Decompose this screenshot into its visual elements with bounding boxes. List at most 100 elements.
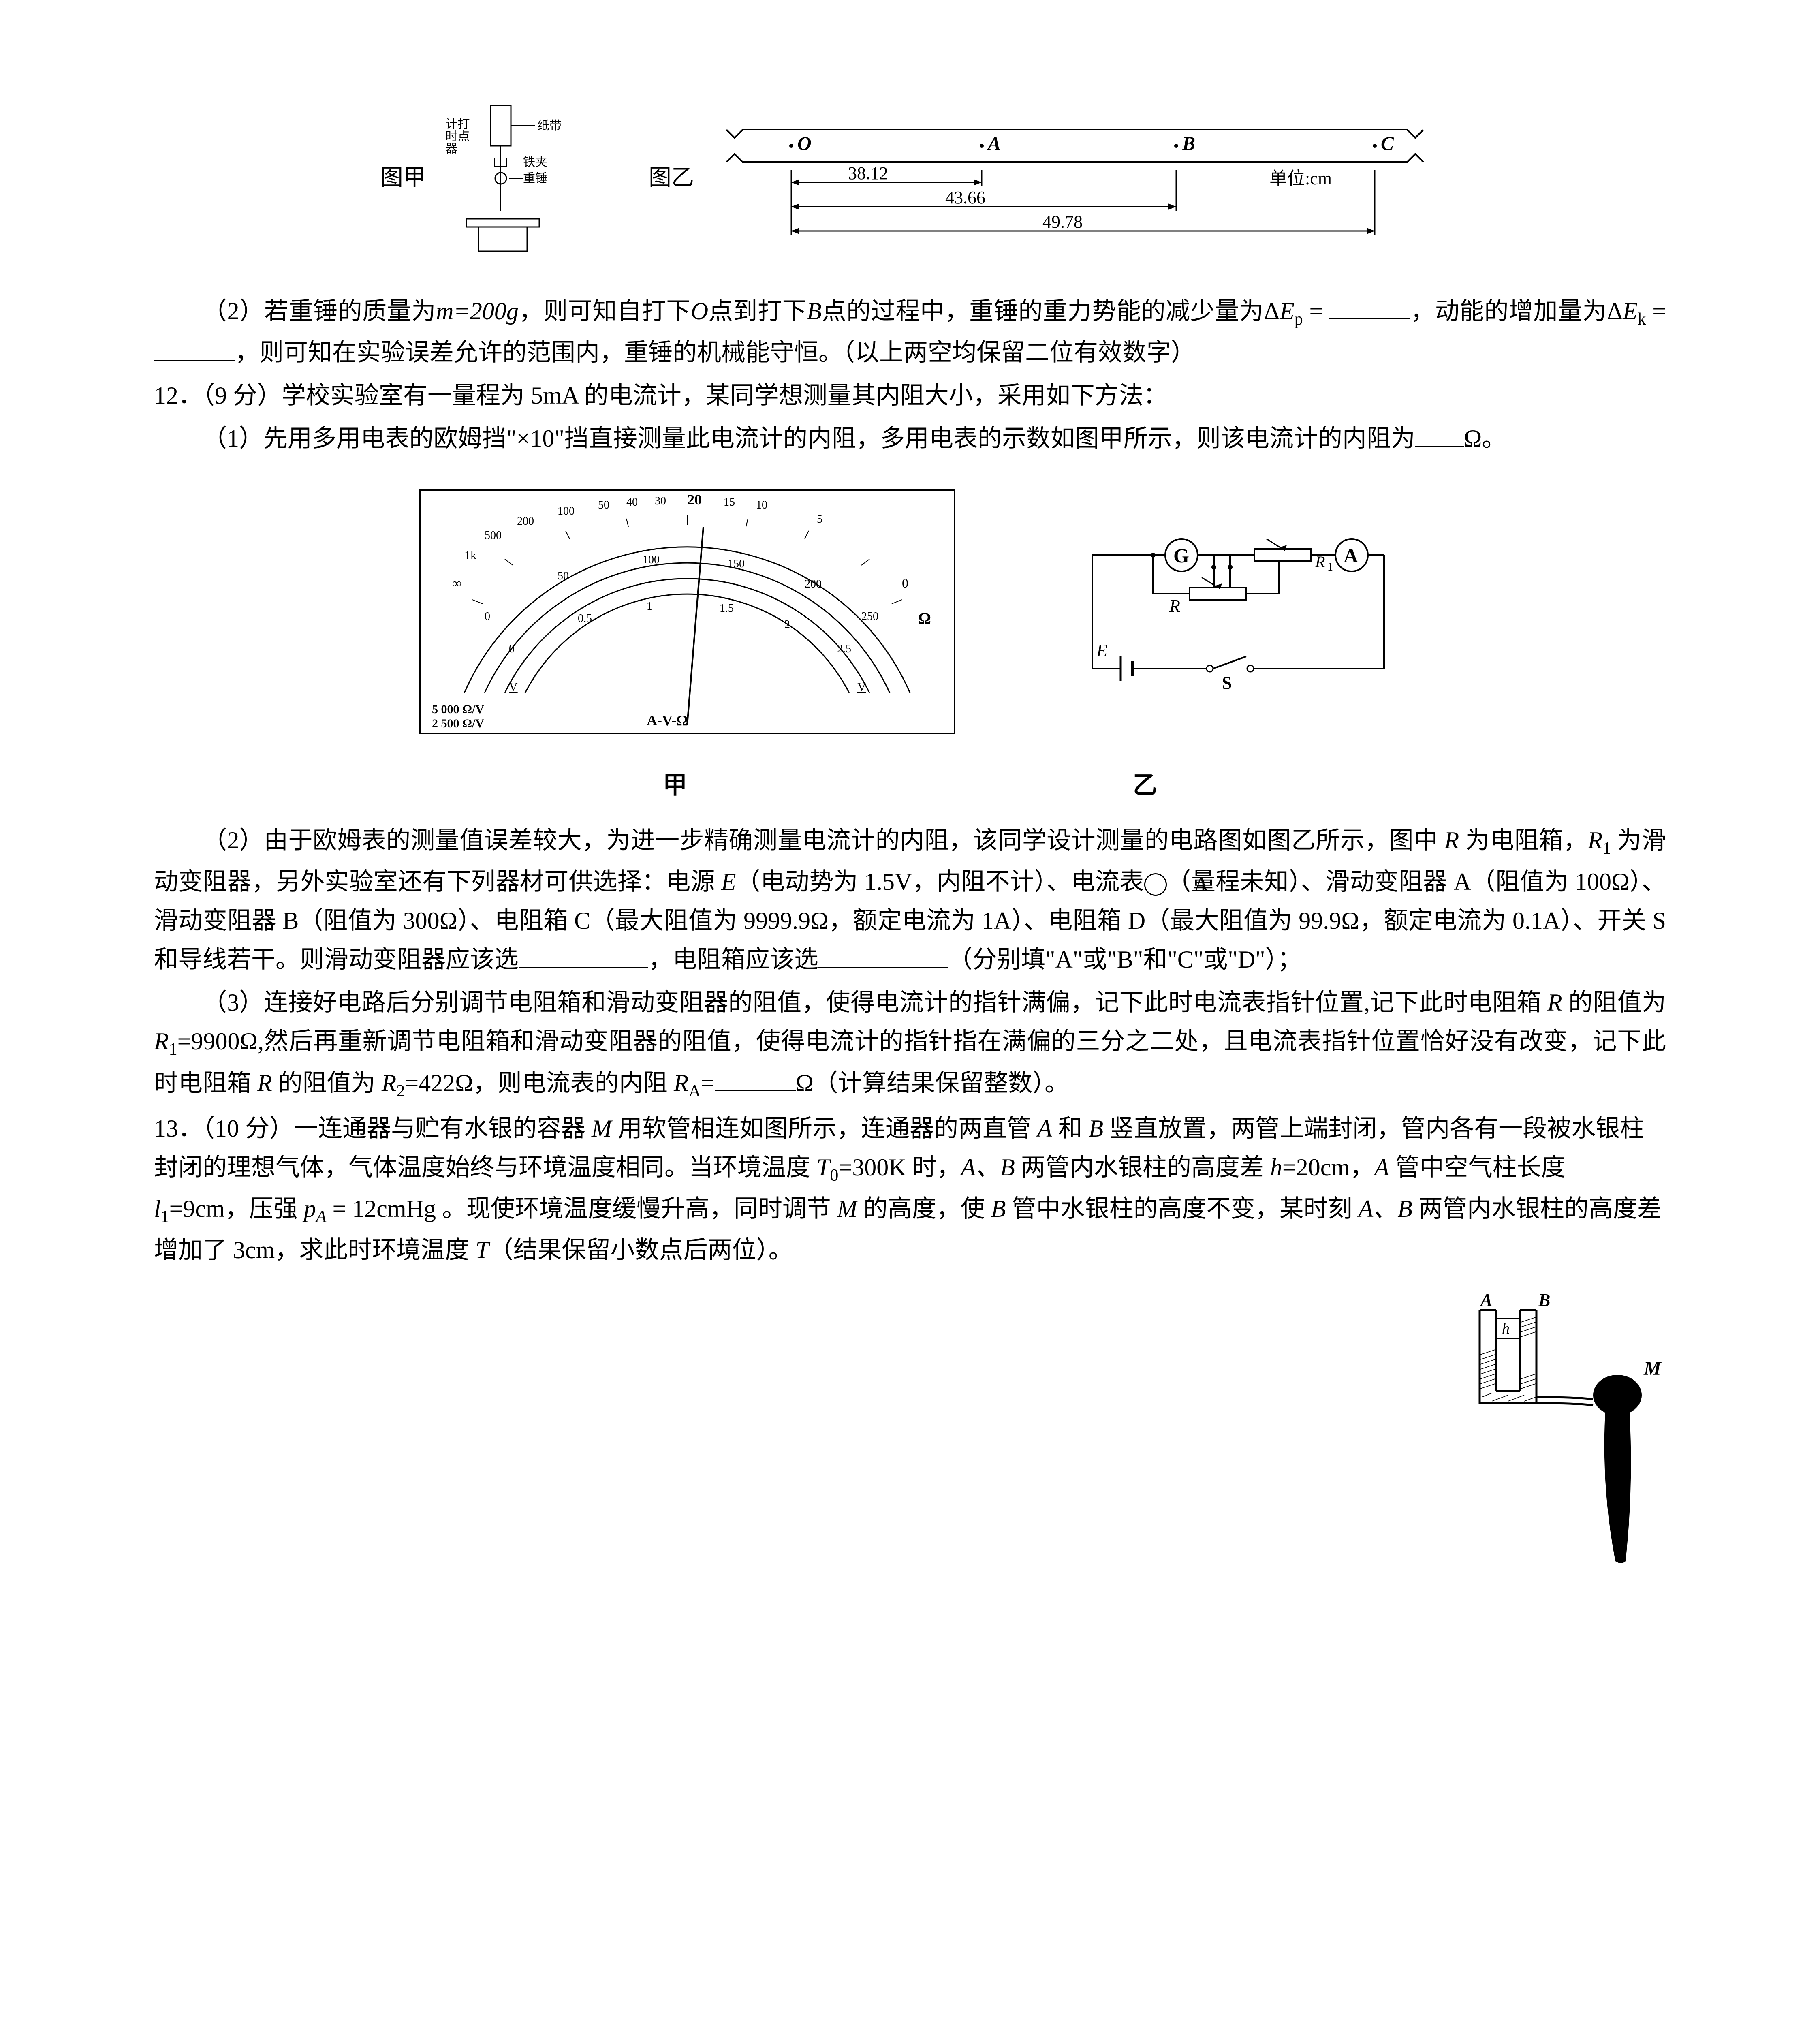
q11-2-eq: =: [1303, 298, 1329, 325]
figure-jia-container: 图甲 打点 计时器 纸带 铁夹 重锤: [380, 97, 588, 259]
svg-text:O: O: [797, 133, 812, 154]
q11-2-t4: 点的过程中，重锤的重力势能的减少量为Δ: [822, 298, 1280, 325]
q13-pa: p: [304, 1195, 316, 1222]
q11-2-t3: 点到打下: [708, 298, 807, 325]
meter-circuit-row: ∞ 1k 500 200 100 50 40 30 20 15 10 5 0 0…: [154, 474, 1666, 750]
figure-jia-label: 图甲: [380, 160, 426, 197]
q12-p2-r1: R: [1588, 827, 1603, 854]
q13-t1: 两管内水银柱的高度差: [1015, 1154, 1270, 1181]
svg-text:V: V: [857, 680, 866, 694]
q13-b2: B: [991, 1195, 1006, 1222]
q12-p3-r2: R: [382, 1070, 397, 1096]
q13-h3: 和: [1052, 1115, 1089, 1142]
q13-a2: A: [1374, 1154, 1389, 1181]
svg-text:1k: 1k: [464, 549, 476, 562]
svg-text:200: 200: [517, 515, 534, 528]
svg-text:A: A: [987, 133, 1001, 154]
q13-h1: 13．（10 分）一连通器与贮有水银的容器: [154, 1115, 592, 1142]
svg-text:计时器: 计时器: [444, 118, 458, 154]
svg-text:49.78: 49.78: [1042, 212, 1083, 232]
q12-p3-t2: 的阻值为: [1562, 989, 1666, 1016]
q12-p2-t7: （分别填"A"或"B"和"C"或"D"）；: [948, 946, 1302, 973]
q13-a: A: [1037, 1115, 1052, 1142]
blank-ek[interactable]: [154, 336, 235, 361]
q12-p3-t7: Ω（计算结果保留整数）。: [796, 1070, 1069, 1096]
blank-resistbox[interactable]: [818, 943, 948, 968]
svg-text:Ω: Ω: [918, 609, 931, 628]
svg-text:30: 30: [655, 495, 666, 507]
svg-text:100: 100: [558, 505, 575, 517]
svg-text:50: 50: [598, 499, 609, 511]
q12-p2-e: E: [721, 868, 736, 895]
svg-text:10: 10: [756, 499, 767, 511]
svg-text:∞: ∞: [452, 576, 461, 590]
q12-part3: （3）连接好电路后分别调节电阻箱和滑动变阻器的阻值，使得电流计的指针满偏，记下此…: [154, 983, 1666, 1105]
q13-hv: =20cm，: [1282, 1154, 1374, 1181]
q12-p3-ra: R: [674, 1070, 689, 1096]
svg-text:0: 0: [902, 576, 908, 590]
q11-2-mass: m=200g: [436, 298, 519, 325]
q13-t0v: =300K 时，: [838, 1154, 961, 1181]
svg-text:250: 250: [861, 610, 878, 623]
svg-text:50: 50: [558, 570, 569, 582]
svg-text:43.66: 43.66: [945, 188, 985, 207]
q13-t2: 管中空气柱长度: [1389, 1154, 1566, 1181]
circuit-icon: G R 1 A R E S: [1052, 515, 1416, 709]
q12-p3-r: R: [1547, 989, 1562, 1016]
q12-p3-t5: =422Ω，则电流表的内阻: [405, 1070, 673, 1096]
svg-text:单位:cm: 单位:cm: [1269, 169, 1332, 188]
q13-ab2: A、B: [1359, 1195, 1412, 1222]
q12-p2-t4: （电动势为 1.5V，内阻不计）、电流表: [736, 868, 1144, 895]
blank-ep[interactable]: [1329, 295, 1410, 319]
q11-2-t2: ，则可知自打下: [519, 298, 691, 325]
blank-ra[interactable]: [715, 1067, 796, 1091]
q11-2-b: B: [807, 298, 822, 325]
q12-header: 12．（9 分）学校实验室有一量程为 5mA 的电流计，某同学想测量其内阻大小，…: [154, 376, 1666, 415]
apparatus-icon: 打点 计时器 纸带 铁夹 重锤: [442, 97, 588, 259]
svg-text:C: C: [1381, 133, 1394, 154]
svg-text:B: B: [1538, 1290, 1550, 1310]
meter-label-jia: 甲: [663, 766, 687, 805]
q12-p3-t6: =: [701, 1070, 715, 1096]
q12-p3-t1: （3）连接好电路后分别调节电阻箱和滑动变阻器的阻值，使得电流计的指针满偏，记下此…: [203, 989, 1547, 1016]
circle-a-icon: A: [1144, 873, 1167, 896]
svg-text:纸带: 纸带: [537, 119, 562, 133]
q11-2-ek-sub: k: [1638, 310, 1646, 329]
q13-l1v: =9cm，压强: [169, 1195, 304, 1222]
q11-2-ek: E: [1623, 298, 1638, 325]
svg-text:2: 2: [784, 618, 790, 631]
q12-p1-unit: Ω。: [1464, 425, 1506, 452]
svg-text:5 000 Ω/V: 5 000 Ω/V: [432, 703, 484, 716]
svg-text:0.5: 0.5: [578, 612, 592, 625]
q13-pas: A: [316, 1207, 327, 1226]
q11-2-eq2: =: [1646, 298, 1666, 325]
meter-labels-row: 甲 乙: [154, 766, 1666, 805]
q13-ab: A、B: [961, 1154, 1015, 1181]
svg-text:铁夹: 铁夹: [523, 156, 547, 169]
q13-h: h: [1270, 1154, 1282, 1181]
q11-2-ep-sub: p: [1295, 310, 1303, 329]
svg-text:重锤: 重锤: [523, 172, 547, 185]
figure-yi-label: 图乙: [649, 160, 694, 197]
q13-t6: （结果保留小数点后两位）。: [489, 1237, 793, 1263]
blank-ohm[interactable]: [1415, 422, 1464, 447]
q12-p3-r2s: 2: [396, 1082, 405, 1101]
q12-part1: （1）先用多用电表的欧姆挡"×10"挡直接测量此电流计的内阻，多用电表的示数如图…: [154, 419, 1666, 458]
q13-text: 13．（10 分）一连通器与贮有水银的容器 M 用软管相连如图所示，连通器的两直…: [154, 1109, 1666, 1269]
svg-text:A-V-Ω: A-V-Ω: [647, 712, 688, 729]
q11-2-t1: （2）若重锤的质量为: [203, 298, 436, 325]
svg-text:A: A: [1344, 544, 1358, 567]
svg-text:5: 5: [817, 513, 822, 526]
q12-p2-t2: 为电阻箱，: [1459, 827, 1587, 854]
q12-p1-t: （1）先用多用电表的欧姆挡"×10"挡直接测量此电流计的内阻，多用电表的示数如图…: [203, 425, 1415, 452]
blank-rheostat[interactable]: [519, 943, 648, 968]
q11-2-text: （2）若重锤的质量为m=200g，则可知自打下O点到打下B点的过程中，重锤的重力…: [154, 292, 1666, 372]
tape-icon: O A B C 单位:cm 38.12 43.66 49.78: [710, 113, 1440, 243]
q12-p3-r1s: 1: [169, 1040, 177, 1059]
svg-text:1: 1: [1327, 561, 1333, 573]
q13-t0s: 0: [830, 1166, 838, 1185]
q13-pav: = 12cmHg 。现使环境温度缓慢升高，同时调节: [326, 1195, 837, 1222]
svg-text:0: 0: [509, 643, 515, 655]
svg-text:40: 40: [626, 496, 638, 509]
q13-t0: T: [816, 1154, 830, 1181]
